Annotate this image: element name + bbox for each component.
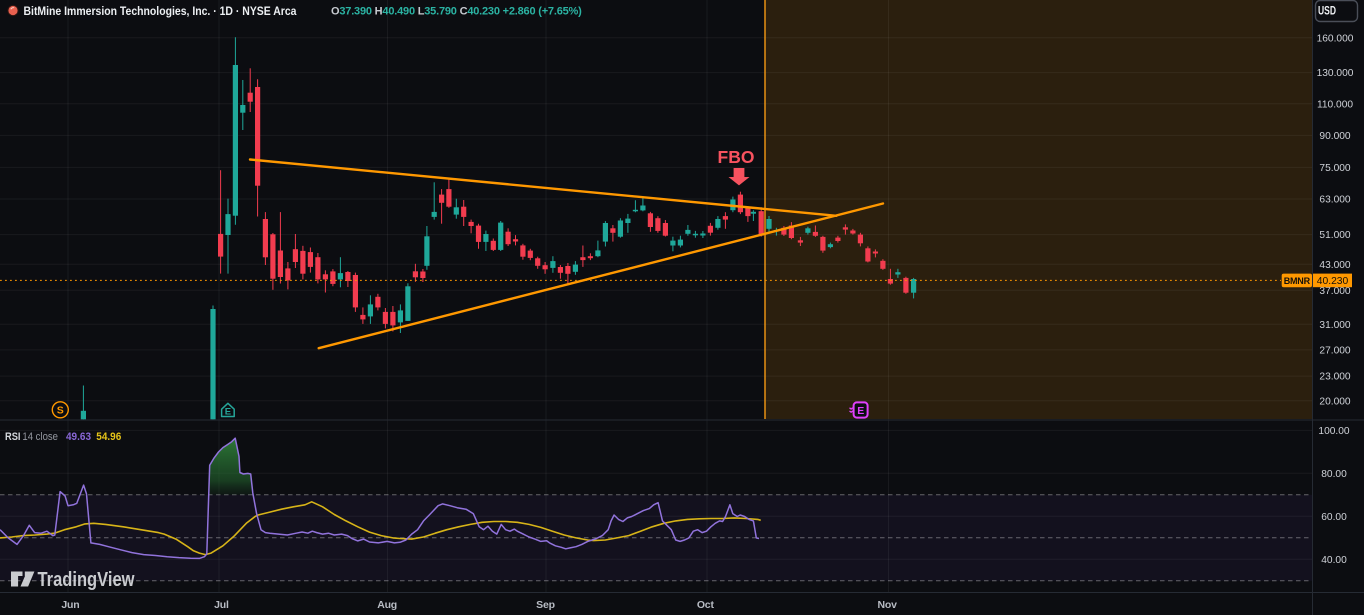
svg-text:40.00: 40.00 [1321,555,1347,566]
svg-text:51.000: 51.000 [1319,230,1350,241]
svg-text:20.000: 20.000 [1319,396,1350,407]
svg-text:160.000: 160.000 [1317,33,1354,44]
svg-text:USD: USD [1318,6,1336,18]
svg-text:90.000: 90.000 [1319,131,1350,142]
svg-text:31.000: 31.000 [1319,320,1350,331]
svg-text:E: E [857,405,864,417]
svg-text:14 close: 14 close [22,431,58,443]
svg-text:75.000: 75.000 [1319,163,1350,174]
svg-text:100.00: 100.00 [1318,426,1349,437]
svg-text:Aug: Aug [377,599,397,611]
svg-text:49.63: 49.63 [66,431,91,443]
svg-text:FBO: FBO [718,147,755,167]
svg-text:Sep: Sep [536,599,555,611]
svg-text:60.00: 60.00 [1321,512,1347,523]
svg-text:Oct: Oct [697,599,715,611]
svg-text:63.000: 63.000 [1319,195,1350,206]
svg-text:80.00: 80.00 [1321,469,1347,480]
svg-text:BitMine Immersion Technologies: BitMine Immersion Technologies, Inc. · 1… [24,6,298,18]
svg-text:27.000: 27.000 [1319,346,1350,357]
svg-text:RSI: RSI [5,431,21,443]
svg-text:Nov: Nov [877,599,897,611]
svg-text:Jun: Jun [61,599,79,611]
svg-text:S: S [57,405,64,417]
svg-text:37.000: 37.000 [1319,286,1350,297]
svg-text:O37.390 H40.490 L35.790 C40.23: O37.390 H40.490 L35.790 C40.230 +2.860 (… [331,6,582,18]
svg-text:E: E [225,407,231,418]
svg-text:43.000: 43.000 [1319,260,1350,271]
svg-text:110.000: 110.000 [1317,99,1353,110]
svg-text:TradingView: TradingView [38,569,135,591]
svg-text:23.000: 23.000 [1319,372,1350,383]
svg-text:40.230: 40.230 [1317,276,1349,287]
svg-text:Jul: Jul [214,599,229,611]
svg-text:54.96: 54.96 [96,431,121,443]
svg-text:130.000: 130.000 [1317,68,1354,79]
svg-text:BMNR: BMNR [1284,276,1311,286]
